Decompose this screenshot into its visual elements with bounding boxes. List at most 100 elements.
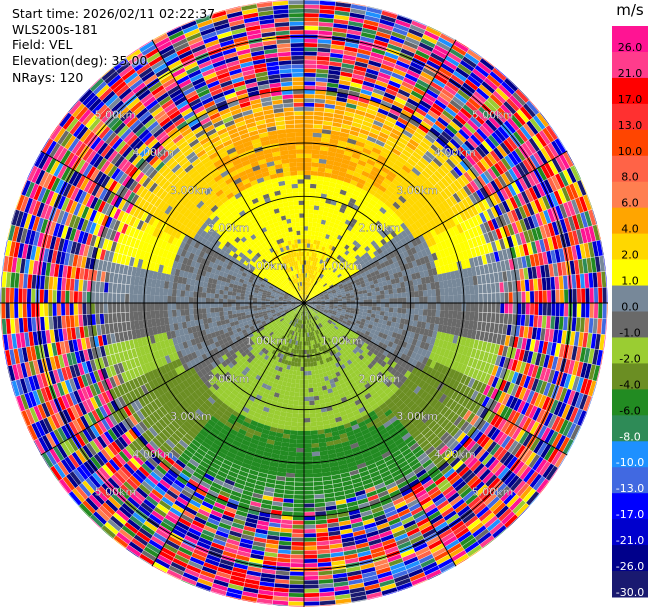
velocity-gate: [403, 188, 413, 198]
velocity-gate: [465, 311, 471, 321]
velocity-gate: [394, 209, 403, 218]
velocity-gate: [311, 274, 315, 280]
velocity-gate: [329, 138, 339, 145]
velocity-gate: [310, 294, 314, 298]
velocity-gate: [418, 173, 428, 183]
velocity-gate: [435, 251, 442, 260]
velocity-gate: [439, 310, 445, 318]
velocity-gate: [470, 303, 475, 312]
velocity-gate: [357, 206, 365, 214]
velocity-gate: [304, 375, 309, 380]
velocity-gate: [437, 233, 445, 243]
velocity-gate: [303, 554, 318, 560]
velocity-gate: [303, 110, 315, 116]
velocity-gate: [342, 283, 348, 288]
velocity-gate: [352, 251, 358, 258]
velocity-gate: [294, 392, 300, 397]
velocity-gate: [364, 216, 372, 224]
velocity-gate: [402, 297, 407, 303]
velocity-gate: [451, 278, 457, 288]
velocity-gate: [327, 225, 334, 232]
velocity-gate: [359, 213, 367, 221]
velocity-gate: [367, 243, 374, 250]
velocity-gate: [455, 278, 461, 287]
velocity-gate: [417, 217, 426, 227]
velocity-gate: [397, 292, 402, 299]
velocity-gate: [306, 277, 308, 282]
velocity-gate: [316, 267, 320, 272]
velocity-gate: [322, 242, 327, 248]
velocity-gate: [391, 283, 397, 289]
velocity-gate: [291, 541, 305, 547]
velocity-gate: [361, 272, 367, 277]
velocity-gate: [362, 257, 369, 264]
velocity-gate: [383, 242, 390, 250]
velocity-gates: [0, 0, 609, 608]
velocity-gate: [303, 503, 315, 508]
velocity-gate: [337, 281, 343, 286]
velocity-gate: [335, 271, 341, 277]
velocity-gate: [331, 169, 340, 176]
velocity-gate: [348, 134, 359, 141]
velocity-gate: [304, 439, 312, 444]
velocity-gate: [317, 263, 322, 268]
velocity-gate: [307, 366, 312, 372]
velocity-gate: [359, 299, 364, 303]
velocity-gate: [337, 211, 344, 218]
velocity-gate: [334, 252, 340, 259]
velocity-gate: [433, 195, 443, 206]
velocity-gate: [462, 268, 469, 278]
velocity-gate: [320, 197, 327, 203]
velocity-gate: [289, 438, 297, 444]
velocity-gate: [365, 223, 373, 231]
velocity-gate: [376, 188, 385, 196]
velocity-gate: [316, 288, 321, 293]
velocity-gate: [323, 277, 329, 282]
velocity-gate: [352, 273, 358, 278]
velocity-gate: [310, 295, 315, 299]
velocity-gate: [308, 301, 313, 303]
velocity-gate: [381, 203, 390, 212]
velocity-gate: [380, 298, 386, 303]
velocity-gate: [403, 200, 412, 209]
velocity-gate: [311, 298, 317, 301]
velocity-gate: [433, 259, 440, 268]
velocity-gate: [362, 275, 368, 281]
velocity-gate: [304, 473, 314, 478]
velocity-gate: [572, 302, 578, 318]
velocity-gate: [304, 358, 308, 363]
velocity-gate: [470, 266, 477, 277]
velocity-gate: [328, 208, 335, 214]
velocity-gate: [323, 176, 331, 182]
velocity-gate: [320, 299, 326, 302]
velocity-gate: [306, 345, 309, 350]
velocity-gate: [323, 238, 329, 244]
velocity-gate: [330, 217, 337, 224]
velocity-gate: [448, 217, 457, 228]
velocity-gate: [429, 260, 436, 269]
velocity-gate: [448, 303, 454, 311]
velocity-gate: [307, 282, 310, 287]
velocity-gate: [319, 264, 324, 269]
velocity-gate: [448, 287, 454, 296]
velocity-gate: [299, 388, 304, 393]
velocity-gate: [464, 258, 471, 269]
velocity-gate: [329, 284, 334, 289]
velocity-gate: [304, 362, 308, 367]
velocity-gate: [303, 42, 318, 48]
velocity-gate: [307, 297, 311, 301]
velocity-gate: [303, 16, 320, 22]
velocity-gate: [300, 366, 304, 372]
velocity-gate: [290, 554, 305, 560]
velocity-gate: [306, 296, 311, 300]
velocity-gate: [423, 303, 428, 310]
velocity-gate: [331, 280, 337, 285]
velocity-gate: [325, 300, 330, 302]
velocity-gate: [304, 413, 311, 419]
velocity-gate: [329, 271, 335, 276]
velocity-gate: [355, 220, 362, 228]
velocity-gate: [319, 154, 328, 160]
velocity-gate: [350, 294, 355, 299]
velocity-gate: [432, 217, 441, 227]
velocity-gate: [427, 303, 432, 310]
